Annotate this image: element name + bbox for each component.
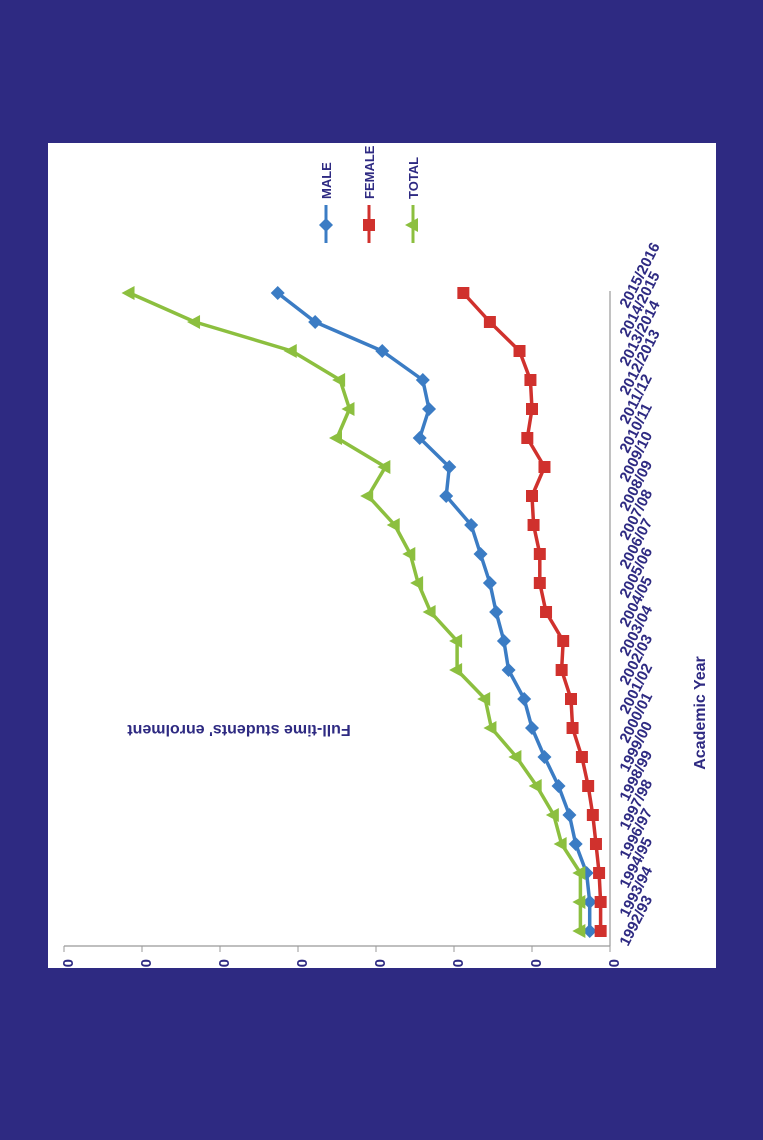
- value-tick-label: 35000: [60, 959, 77, 968]
- data-point-diamond: [473, 547, 488, 561]
- chart-legend: MALE FEMALE TOTAL: [319, 145, 421, 243]
- data-point-diamond: [482, 576, 497, 590]
- data-point-triangle: [283, 344, 297, 358]
- chart-series: [121, 286, 607, 938]
- data-point-triangle: [449, 663, 463, 677]
- data-point-diamond: [525, 721, 539, 735]
- data-point-square: [555, 664, 568, 676]
- data-point-square: [524, 374, 537, 386]
- data-point-triangle: [528, 779, 542, 793]
- data-point-triangle: [572, 866, 586, 880]
- legend-label: TOTAL: [406, 157, 421, 199]
- data-point-triangle: [422, 605, 436, 619]
- data-point-triangle: [553, 837, 567, 851]
- data-point-diamond: [568, 837, 583, 851]
- data-point-square: [589, 838, 602, 850]
- data-point-diamond: [439, 489, 454, 503]
- enrolment-line-chart: 050001000015000200002500030000350001992/…: [60, 145, 709, 968]
- data-point-square: [582, 780, 595, 792]
- data-point-triangle: [483, 721, 497, 735]
- value-tick-label: 20000: [294, 959, 311, 968]
- series-total: [121, 286, 586, 938]
- data-point-square: [557, 635, 570, 647]
- data-point-square: [527, 519, 540, 531]
- data-point-square: [483, 316, 496, 328]
- series-female: [457, 287, 607, 937]
- data-point-triangle: [410, 576, 424, 590]
- data-point-triangle: [121, 286, 135, 300]
- value-tick-label: 30000: [138, 959, 155, 968]
- chart-panel: 050001000015000200002500030000350001992/…: [48, 143, 716, 968]
- data-point-triangle: [377, 460, 391, 474]
- chart-axes: [64, 291, 611, 947]
- legend-label: FEMALE: [362, 145, 377, 199]
- data-point-diamond: [412, 431, 427, 445]
- data-point-triangle: [329, 431, 342, 445]
- data-point-triangle: [386, 518, 400, 532]
- data-point-square: [540, 606, 553, 618]
- data-point-diamond: [562, 808, 577, 822]
- data-point-square: [593, 867, 606, 879]
- data-point-diamond: [501, 663, 516, 677]
- series-line: [128, 291, 583, 931]
- data-point-triangle: [341, 402, 355, 416]
- value-tick-label: 25000: [216, 959, 233, 968]
- data-point-square: [533, 548, 546, 560]
- value-tick-label: 15000: [372, 959, 389, 968]
- data-point-triangle: [477, 692, 491, 706]
- data-point-diamond: [582, 895, 597, 909]
- data-point-triangle: [405, 218, 418, 232]
- data-point-diamond: [496, 634, 511, 648]
- data-point-triangle: [449, 634, 463, 648]
- data-point-square: [533, 577, 546, 589]
- series-male: [270, 286, 597, 938]
- data-point-diamond: [464, 518, 479, 532]
- data-point-triangle: [402, 547, 416, 561]
- data-point-square: [457, 287, 470, 299]
- data-point-triangle: [572, 924, 586, 938]
- data-point-square: [565, 693, 577, 705]
- data-point-square: [594, 925, 607, 937]
- data-point-square: [521, 432, 534, 444]
- data-point-triangle: [332, 373, 346, 387]
- y-axis-title: Full-time students' enrolment: [127, 721, 351, 738]
- value-tick-label: 10000: [450, 959, 467, 968]
- data-point-triangle: [360, 489, 374, 503]
- value-tick-label: 0: [606, 959, 623, 967]
- legend-entry-female: FEMALE: [362, 145, 377, 243]
- legend-label: MALE: [319, 162, 334, 199]
- series-line: [462, 291, 603, 931]
- data-point-square: [538, 461, 551, 473]
- data-point-square: [363, 219, 375, 231]
- data-point-square: [526, 490, 538, 502]
- x-axis-title: Academic Year: [692, 656, 709, 770]
- data-point-diamond: [537, 750, 552, 764]
- data-point-square: [594, 896, 607, 908]
- data-point-triangle: [545, 808, 559, 822]
- legend-entry-total: TOTAL: [405, 157, 421, 243]
- data-point-square: [513, 345, 526, 357]
- data-point-diamond: [319, 218, 333, 232]
- data-point-diamond: [270, 286, 285, 300]
- data-point-triangle: [508, 750, 522, 764]
- data-point-triangle: [572, 895, 586, 909]
- data-point-diamond: [517, 692, 532, 706]
- data-point-square: [526, 403, 538, 415]
- data-point-diamond: [489, 605, 504, 619]
- data-point-diamond: [582, 924, 597, 938]
- legend-entry-male: MALE: [319, 162, 334, 243]
- value-tick-label: 5000: [528, 959, 545, 968]
- data-point-diamond: [375, 344, 390, 358]
- data-point-diamond: [551, 779, 566, 793]
- data-point-diamond: [308, 315, 323, 329]
- data-point-square: [566, 722, 579, 734]
- data-point-square: [575, 751, 588, 763]
- data-point-diamond: [442, 460, 457, 474]
- data-point-square: [586, 809, 599, 821]
- chart-ticks: 050001000015000200002500030000350001992/…: [60, 240, 664, 968]
- data-point-diamond: [415, 373, 430, 387]
- data-point-diamond: [422, 402, 437, 416]
- data-point-triangle: [187, 315, 201, 329]
